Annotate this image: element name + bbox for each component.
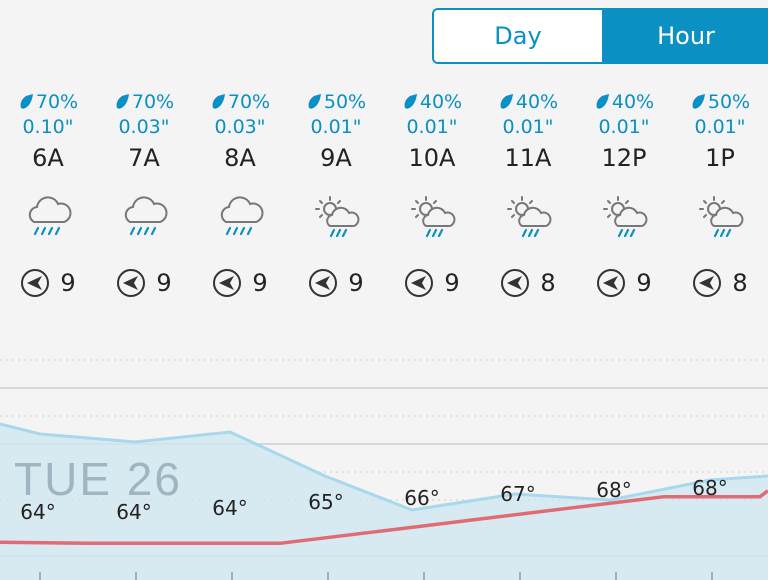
wind-direction-icon xyxy=(309,269,338,297)
raindrop-icon xyxy=(692,94,705,109)
wind-speed: 9 xyxy=(252,269,268,297)
precip-line xyxy=(0,422,768,512)
precip-probability-value: 70% xyxy=(35,91,79,113)
precip-amount: 0.03" xyxy=(214,116,266,138)
wind: 9 xyxy=(404,268,460,298)
wind: 9 xyxy=(116,268,172,298)
precip-amount: 0.10" xyxy=(22,116,74,138)
raindrop-icon xyxy=(20,94,33,109)
wind-direction-icon xyxy=(213,269,242,297)
day-tab[interactable]: Day xyxy=(434,10,602,62)
wind-speed: 9 xyxy=(156,269,172,297)
precip-probability: 50% xyxy=(690,90,750,114)
wind-speed: 8 xyxy=(540,269,556,297)
precip-amount: 0.03" xyxy=(118,116,170,138)
raindrop-icon xyxy=(212,94,225,109)
hourly-forecast: 70% 0.10" 6A 9 70% 0.03" 7A 9 70% 0.03" 8A 9 50% 0.01… xyxy=(0,90,768,330)
temperature-chart xyxy=(0,359,768,580)
wind-direction-icon xyxy=(405,269,434,297)
hour-time: 12P xyxy=(601,144,647,172)
sun-cloud-rain-icon xyxy=(411,196,456,238)
precip-probability: 50% xyxy=(306,90,366,114)
wind-speed: 9 xyxy=(60,269,76,297)
hour-time: 9A xyxy=(320,144,352,172)
precip-probability-value: 50% xyxy=(323,91,367,113)
sun-cloud-rain-icon xyxy=(603,196,648,238)
temperature-label: 68° xyxy=(596,478,632,502)
hour-time: 7A xyxy=(128,144,160,172)
raindrop-icon xyxy=(308,94,321,109)
precip-probability: 70% xyxy=(210,90,270,114)
hour-tab[interactable]: Hour xyxy=(602,10,768,62)
temperature-line xyxy=(0,489,768,546)
view-toggle: Day Hour xyxy=(432,8,768,64)
temperature-label: 64° xyxy=(116,500,152,524)
precip-probability-value: 70% xyxy=(131,91,175,113)
precip-probability-value: 50% xyxy=(707,91,751,113)
hour-column: 40% 0.01" 12P 9 xyxy=(576,90,672,298)
hour-time: 8A xyxy=(224,144,256,172)
hour-time: 11A xyxy=(504,144,552,172)
hour-column: 70% 0.10" 6A 9 xyxy=(0,90,96,298)
raindrop-icon xyxy=(500,94,513,109)
rain-cloud-icon xyxy=(220,196,264,236)
temperature-label: 68° xyxy=(692,476,728,500)
rain-cloud-icon xyxy=(28,196,72,236)
raindrop-icon xyxy=(116,94,129,109)
precip-amount: 0.01" xyxy=(598,116,650,138)
wind: 9 xyxy=(20,268,76,298)
precip-amount: 0.01" xyxy=(310,116,362,138)
sun-cloud-rain-icon xyxy=(315,196,360,238)
precip-amount: 0.01" xyxy=(406,116,458,138)
wind-speed: 9 xyxy=(636,269,652,297)
hour-column: 50% 0.01" 9A 9 xyxy=(288,90,384,298)
wind-speed: 8 xyxy=(732,269,748,297)
precip-probability-value: 40% xyxy=(419,91,463,113)
raindrop-icon xyxy=(404,94,417,109)
precip-probability: 40% xyxy=(594,90,654,114)
precip-probability: 40% xyxy=(498,90,558,114)
wind: 8 xyxy=(692,268,748,298)
hour-column: 50% 0.01" 1P 8 xyxy=(672,90,768,298)
precip-probability-value: 40% xyxy=(515,91,559,113)
hour-time: 1P xyxy=(705,144,735,172)
hour-time: 10A xyxy=(408,144,456,172)
hour-column: 70% 0.03" 8A 9 xyxy=(192,90,288,298)
sun-cloud-rain-icon xyxy=(699,196,744,238)
hour-column: 40% 0.01" 11A 8 xyxy=(480,90,576,298)
wind-speed: 9 xyxy=(444,269,460,297)
precip-probability: 70% xyxy=(18,90,78,114)
temperature-label: 67° xyxy=(500,482,536,506)
wind: 8 xyxy=(500,268,556,298)
wind-direction-icon xyxy=(501,269,530,297)
precip-probability: 70% xyxy=(114,90,174,114)
precip-amount: 0.01" xyxy=(694,116,746,138)
day-label: TUE 26 xyxy=(14,453,182,505)
raindrop-icon xyxy=(596,94,609,109)
precip-area xyxy=(0,424,768,580)
wind-direction-icon xyxy=(21,269,50,297)
precip-probability-value: 70% xyxy=(227,91,271,113)
temperature-label: 65° xyxy=(308,490,344,514)
hour-column: 40% 0.01" 10A 9 xyxy=(384,90,480,298)
rain-cloud-icon xyxy=(124,196,168,236)
temperature-label: 64° xyxy=(212,496,248,520)
hour-time: 6A xyxy=(32,144,64,172)
wind-direction-icon xyxy=(117,269,146,297)
wind: 9 xyxy=(596,268,652,298)
precip-probability: 40% xyxy=(402,90,462,114)
wind: 9 xyxy=(212,268,268,298)
temperature-label: 66° xyxy=(404,486,440,510)
hour-column: 70% 0.03" 7A 9 xyxy=(96,90,192,298)
precip-amount: 0.01" xyxy=(502,116,554,138)
wind: 9 xyxy=(308,268,364,298)
precip-probability-value: 40% xyxy=(611,91,655,113)
wind-speed: 9 xyxy=(348,269,364,297)
wind-direction-icon xyxy=(693,269,722,297)
wind-direction-icon xyxy=(597,269,626,297)
sun-cloud-rain-icon xyxy=(507,196,552,238)
temperature-label: 64° xyxy=(20,500,56,524)
